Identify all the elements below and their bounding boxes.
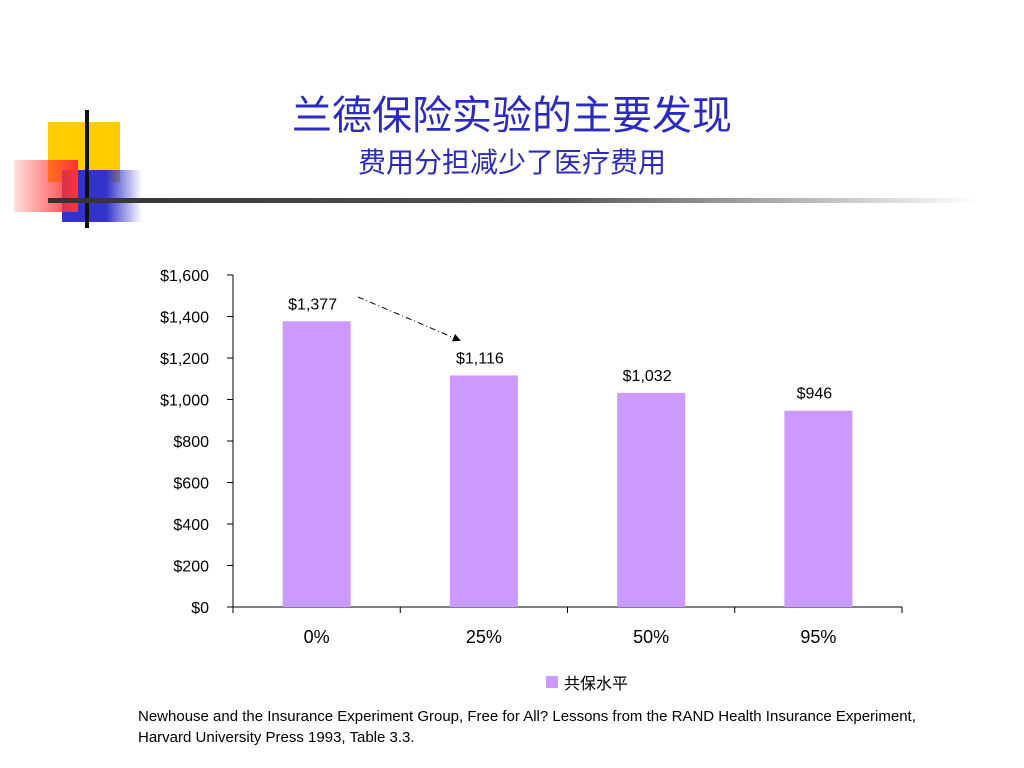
legend-label: 共保水平 xyxy=(564,674,629,693)
bar xyxy=(449,375,518,607)
y-tick-label: $1,600 xyxy=(160,268,209,285)
deco-vertical-line xyxy=(85,110,89,228)
data-label: $1,377 xyxy=(288,296,337,313)
trend-arrow xyxy=(357,296,461,342)
y-tick-label: $200 xyxy=(173,559,209,576)
x-tick-label: 95% xyxy=(800,627,836,647)
y-tick-label: $400 xyxy=(173,517,209,534)
bar xyxy=(784,410,853,607)
y-tick-label: $0 xyxy=(191,600,209,617)
title-divider xyxy=(48,198,978,203)
source-citation: Newhouse and the Insurance Experiment Gr… xyxy=(138,708,916,746)
bar-chart: $0 $200 $400 $600 $800 $1,000 $1,200 $1,400 $1,6… xyxy=(160,268,903,647)
legend-swatch xyxy=(546,676,558,688)
y-tick-label: $600 xyxy=(173,476,209,493)
y-tick-label: $1,000 xyxy=(160,393,209,410)
x-tick-label: 50% xyxy=(633,627,669,647)
page-subtitle: 费用分担减少了医疗费用 xyxy=(357,146,666,179)
y-tick-label: $1,400 xyxy=(160,310,209,327)
data-label: $1,116 xyxy=(456,350,504,367)
page-title: 兰德保险实验的主要发现 xyxy=(292,93,732,139)
bar xyxy=(617,392,686,607)
data-label: $946 xyxy=(797,386,833,403)
bar xyxy=(282,321,351,607)
deco-red-square xyxy=(14,160,78,212)
y-tick-label: $1,200 xyxy=(160,351,209,368)
x-tick-label: 25% xyxy=(466,627,502,647)
y-tick-label: $800 xyxy=(173,434,209,451)
x-tick-label: 0% xyxy=(304,627,330,647)
chart-legend: 共保水平 xyxy=(546,672,629,693)
data-label: $1,032 xyxy=(623,368,672,385)
